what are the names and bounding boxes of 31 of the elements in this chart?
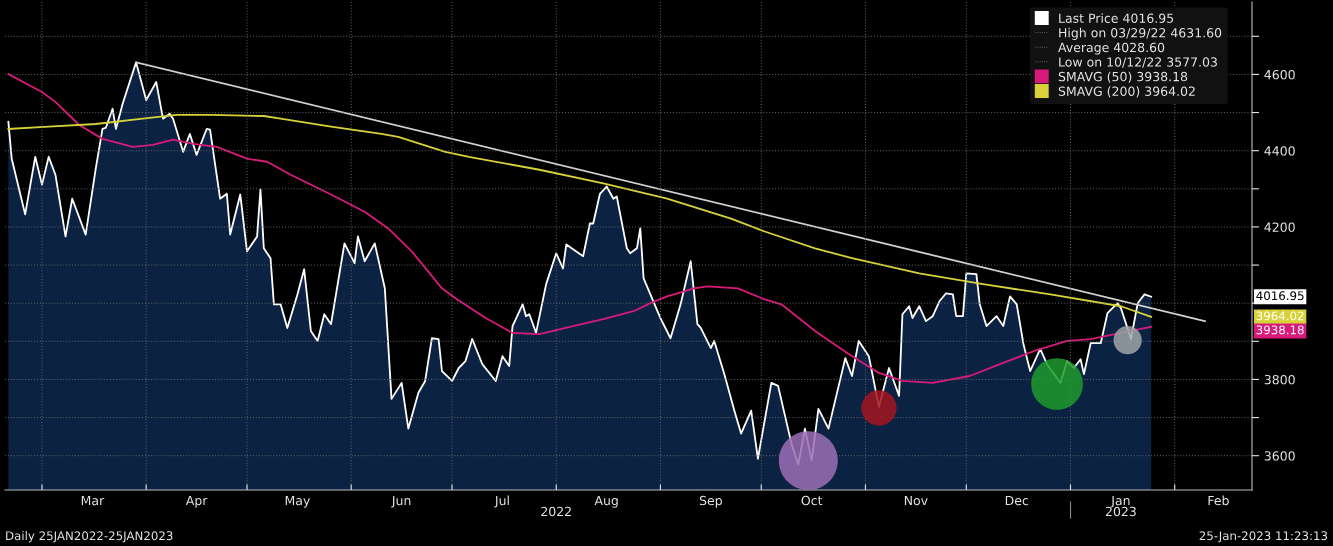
x-tick-label: Feb <box>1208 495 1229 506</box>
text: 3938.18 <box>1256 325 1304 335</box>
x-tick-label: Jan <box>1110 495 1130 508</box>
x-tick-label: May <box>285 495 310 508</box>
annotation: Average 4028.60 <box>1058 42 1165 55</box>
y-tick-label: 4200 <box>1264 222 1295 232</box>
text: 25-Jan-2023 11:23:13 <box>1199 531 1328 543</box>
x-tick-label: Dec <box>1005 495 1029 506</box>
text: Daily 25JAN2022-25JAN2023 <box>6 531 173 543</box>
annotation: Low on 10/12/22 3577.03 <box>1059 57 1217 68</box>
text: 2022 <box>541 506 571 517</box>
annotation: High on 03/29/22 4631.60 <box>1059 27 1222 40</box>
legend-label: SMAVG (50) 3938.18 <box>1058 71 1188 83</box>
text: 4016.95 <box>1256 291 1304 301</box>
y-tick-label: 4600 <box>1264 69 1295 80</box>
text: 3964.02 <box>1256 311 1304 321</box>
x-tick-label: Jun <box>391 495 411 508</box>
legend-label: Last Price 4016.95 <box>1059 13 1174 23</box>
legend-label: SMAVG (200) 3964.02 <box>1058 86 1195 98</box>
x-tick-label: Oct <box>801 495 823 506</box>
x-tick-label: Aug <box>594 495 618 508</box>
y-tick-label: 3800 <box>1264 374 1295 385</box>
y-tick-label: 3600 <box>1264 451 1295 461</box>
x-tick-label: Jul <box>494 495 509 508</box>
text: 2023 <box>1105 506 1136 517</box>
line-series <box>7 113 1153 318</box>
x-tick-label: Apr <box>185 495 208 508</box>
x-tick-label: Mar <box>81 495 105 506</box>
x-tick-label: Sep <box>699 495 722 508</box>
x-tick-label: Nov <box>904 495 928 506</box>
y-tick-label: 4400 <box>1264 146 1295 156</box>
